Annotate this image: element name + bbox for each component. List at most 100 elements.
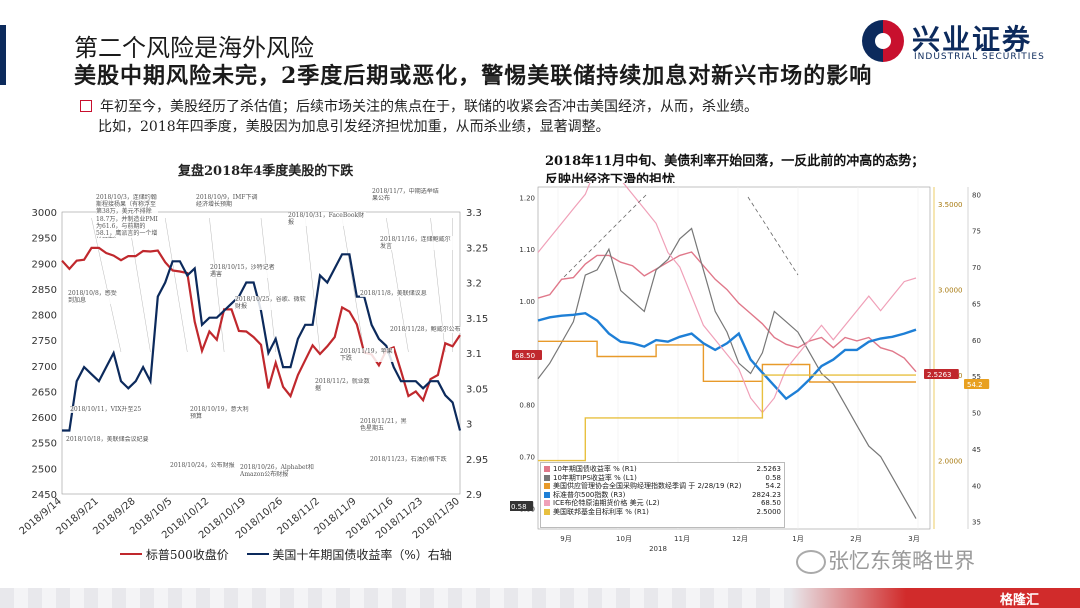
y-L1-tick-label: 0.80 xyxy=(519,402,535,410)
legend-swatch xyxy=(544,508,550,515)
y-R1-tick-label: 3.5000 xyxy=(938,201,963,209)
legend-last-value: 2824.23 xyxy=(752,490,781,499)
plot-frame xyxy=(61,211,461,495)
annotation-box: 2018/10/18，美联储会议纪要 xyxy=(66,436,160,444)
legend-row: 标准普尔500指数 (R3) 2824.23 xyxy=(544,491,781,500)
annotation-box: 2018/11/28，鲍威尔公布 xyxy=(390,326,468,334)
annotation-text: 2018/10/24，公布财报 xyxy=(170,462,236,470)
left-chart-title: 复盘2018年4季度美股的下跌 xyxy=(178,164,354,179)
trend-arrow-up xyxy=(563,192,649,278)
footer-brand: 格隆汇 xyxy=(1000,593,1040,608)
legend-row: ICE布伦特原油期货价格 美元 (L2) 68.50 xyxy=(544,499,781,508)
x-tick-label: 3月 xyxy=(908,535,919,543)
logo-emblem-icon xyxy=(862,20,904,62)
annotation-box: 2018/11/8，美联储议息 xyxy=(360,290,428,298)
logo-name-en: INDUSTRIAL SECURITIES xyxy=(914,52,1045,62)
annotation-box: 2018/10/9，IMF下调经济增长预期 xyxy=(196,194,258,209)
legend-swatch xyxy=(544,483,550,490)
left-legend: 标普500收盘价 美国十年期国债收益率（%）右轴 xyxy=(120,546,452,563)
legend-label: 美国联邦基金目标利率 % (R1) xyxy=(544,508,649,517)
annotation-text: 2018/11/23，石油价格下跌 xyxy=(370,456,450,464)
annotation-text: 2018/11/8，美联储议息 xyxy=(360,290,428,298)
legend-row: 10年期TIPS收益率 % (L1) 0.58 xyxy=(544,474,781,483)
legend-last-value: 68.50 xyxy=(760,499,781,508)
legend-label-ust10y: 美国十年期国债收益率（%）右轴 xyxy=(272,548,452,562)
legend-label-sp500: 标普500收盘价 xyxy=(145,548,229,562)
annotation-text: 2018/10/25，谷歌、微软财报 xyxy=(235,296,307,311)
y-right-tick-label: 2.9 xyxy=(466,490,482,501)
annotation-box: 2018/10/24，公布财报 xyxy=(170,462,236,470)
legend-last-value: 2.5263 xyxy=(756,465,782,473)
annotation-text: 2018/10/31，FaceBook财报 xyxy=(288,212,366,227)
trend-arrow-down xyxy=(747,196,799,276)
left-chart: 2450 2500 2550 2600 2650 2700 2750 2800 2850 2900… xyxy=(18,188,488,541)
y-right-tick-label: 3.2 xyxy=(466,279,482,290)
y-L2-tick-label: 75 xyxy=(972,228,981,236)
annotation-leader-line xyxy=(209,217,225,353)
annotation-box: 2018/10/3，连储约翰斯程接杨果（有称浮至第38万，美元不排除18.7万，… xyxy=(96,194,158,238)
annotation-box: 2018/10/25，谷歌、微软财报 xyxy=(235,296,307,311)
x-tick-label: 2月 xyxy=(850,535,861,543)
legend-row: 美国联邦基金目标利率 % (R1) 2.5000 xyxy=(544,508,781,517)
annotation-text: 2018/10/9，IMF下调经济增长预期 xyxy=(196,194,258,209)
series-line-2 xyxy=(538,340,916,383)
right-chart-legend: 10年期国债收益率 % (R1) 2.5263 10年期TIPS收益率 % (L1)… xyxy=(540,462,785,528)
y-left-tick-label: 2450 xyxy=(32,490,57,501)
y-L2-tick-label: 40 xyxy=(972,482,981,490)
legend-label: 10年期TIPS收益率 % (L1) xyxy=(544,474,637,483)
y-right-tick-label: 3.05 xyxy=(466,384,488,395)
annotation-box: 2018/10/19，意大利预算 xyxy=(190,406,254,421)
y-left-tick-label: 2550 xyxy=(32,439,57,450)
value-tag-box xyxy=(964,379,990,389)
y-R1-tick-label: 3.0000 xyxy=(938,287,963,295)
x-tick-label: 11月 xyxy=(674,535,690,543)
y-left-tick-label: 2700 xyxy=(32,362,57,373)
y-right-tick-label: 3.25 xyxy=(466,243,488,254)
legend-row: 10年期国债收益率 % (R1) 2.5263 xyxy=(544,465,781,474)
y-left-tick-label: 2900 xyxy=(32,259,57,270)
legend-last-value: 0.58 xyxy=(765,473,781,482)
annotation-text: 2018/11/28，鲍威尔公布 xyxy=(390,326,468,334)
annotation-box: 2018/10/26，Alphabet和Amazon公布财报 xyxy=(240,464,328,479)
value-tag-text: 68.50 xyxy=(515,352,535,360)
y-L2-tick-label: 65 xyxy=(972,300,981,308)
y-left-tick-label: 2950 xyxy=(32,234,57,245)
series-line-4 xyxy=(537,183,917,414)
watermark-text: 张忆东策略世界 xyxy=(828,549,975,573)
annotation-text: 2018/10/26，Alphabet和Amazon公布财报 xyxy=(240,464,328,479)
x-year-label: 2018 xyxy=(649,545,667,553)
y-left-tick-label: 3000 xyxy=(32,208,57,219)
y-L1-tick-label: 1.10 xyxy=(519,246,535,254)
annotation-leader-line xyxy=(260,217,276,353)
y-right-tick-label: 3.1 xyxy=(466,349,482,360)
annotation-box: 2018/11/21，黑色星期五 xyxy=(360,418,408,433)
header-accent-bar xyxy=(0,25,6,85)
annotation-text: 2018/10/11，VIX升至25 xyxy=(70,406,162,414)
y-L2-tick-label: 80 xyxy=(972,191,981,199)
annotation-leader-line xyxy=(304,217,321,353)
y-R1-tick-label: 2.0000 xyxy=(938,458,963,466)
y-L1-tick-label: 1.20 xyxy=(519,194,535,202)
value-tag-box xyxy=(512,350,542,360)
annotation-text: 2018/11/19，苹果下跌 xyxy=(340,348,394,363)
y-right-tick-label: 2.95 xyxy=(466,455,488,466)
bullet-square-icon xyxy=(80,100,92,112)
y-L2-tick-label: 50 xyxy=(972,410,981,418)
wechat-icon xyxy=(796,550,826,574)
annotation-leader-line xyxy=(341,217,365,353)
page-subtitle: 美股中期风险未完，2季度后期或恶化，警惕美联储持续加息对新兴市场的影响 xyxy=(74,63,873,89)
value-tag-text: 2.5263 xyxy=(927,371,952,379)
series-line-ust10y xyxy=(62,253,462,432)
y-left-tick-label: 2600 xyxy=(32,413,57,424)
annotation-text: 2018/10/3，连储约翰斯程接杨果（有称浮至第38万，美元不排除18.7万，… xyxy=(96,194,158,238)
annotation-text: 2018/10/15，沙特记者遇害 xyxy=(210,264,280,279)
annotation-text: 2018/11/2，就业数据 xyxy=(315,378,375,393)
series-line-3 xyxy=(537,311,917,401)
y-right-tick-label: 3.15 xyxy=(466,314,488,325)
y-L2-tick-label: 45 xyxy=(972,446,981,454)
legend-swatch xyxy=(544,491,550,498)
bullet-line-1: 年初至今，美股经历了杀估值；后续市场关注的焦点在于，联储的收紧会否冲击美国经济，… xyxy=(100,99,758,115)
legend-label: ICE布伦特原油期货价格 美元 (L2) xyxy=(544,499,660,508)
annotation-box: 2018/11/7，中期选举结果公布 xyxy=(372,188,442,203)
annotation-text: 2018/11/7，中期选举结果公布 xyxy=(372,188,442,203)
